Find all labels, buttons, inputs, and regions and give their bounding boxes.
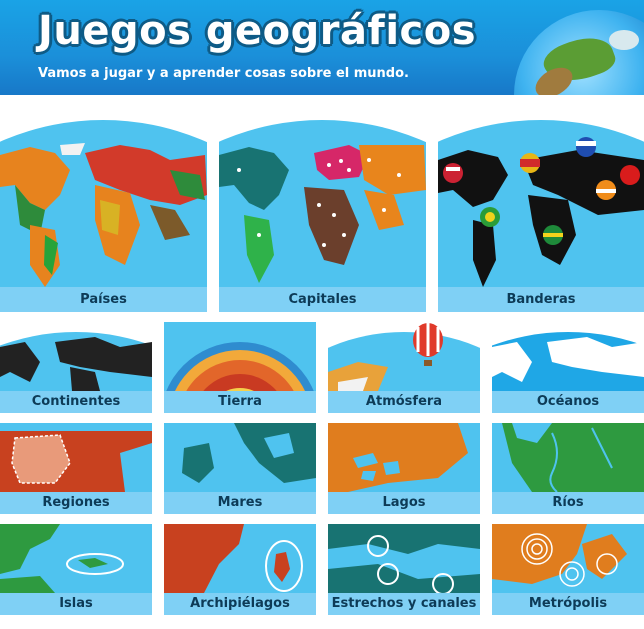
- tile-continentes[interactable]: Continentes: [0, 322, 152, 413]
- world-map-countries-image: [0, 115, 207, 287]
- tile-label: Ríos: [492, 492, 644, 514]
- rivers-map-image: [492, 423, 644, 492]
- tile-label: Océanos: [492, 391, 644, 413]
- tile-label: Lagos: [328, 492, 480, 514]
- tile-label: Capitales: [219, 287, 426, 312]
- atmosphere-balloon-image: [328, 322, 480, 391]
- world-map-flags-image: [438, 115, 644, 287]
- tile-label: Archipiélagos: [164, 593, 316, 615]
- tile-label: Estrechos y canales: [328, 593, 480, 615]
- tile-tierra[interactable]: Tierra: [164, 322, 316, 413]
- tile-metropolis[interactable]: Metrópolis: [492, 524, 644, 615]
- header-banner: Juegos geográficos Vamos a jugar y a apr…: [0, 0, 644, 95]
- tile-label: Tierra: [164, 391, 316, 413]
- tile-label: Países: [0, 287, 207, 312]
- tile-oceanos[interactable]: Océanos: [492, 322, 644, 413]
- tile-label: Banderas: [438, 287, 644, 312]
- islands-map-image: [0, 524, 152, 593]
- page-title: Juegos geográficos: [38, 8, 477, 54]
- tile-banderas[interactable]: Banderas: [438, 115, 644, 312]
- page-subtitle: Vamos a jugar y a aprender cosas sobre e…: [38, 66, 409, 81]
- tile-lagos[interactable]: Lagos: [328, 423, 480, 514]
- tile-label: Continentes: [0, 391, 152, 413]
- oceans-image: [492, 322, 644, 391]
- tile-atmosfera[interactable]: Atmósfera: [328, 322, 480, 413]
- continents-image: [0, 322, 152, 391]
- lakes-map-image: [328, 423, 480, 492]
- globe-land: [609, 30, 639, 50]
- tile-label: Metrópolis: [492, 593, 644, 615]
- tile-label: Islas: [0, 593, 152, 615]
- tile-label: Atmósfera: [328, 391, 480, 413]
- tile-regiones[interactable]: Regiones: [0, 423, 152, 514]
- tile-mares[interactable]: Mares: [164, 423, 316, 514]
- tile-rios[interactable]: Ríos: [492, 423, 644, 514]
- tile-label: Regiones: [0, 492, 152, 514]
- metropolis-map-image: [492, 524, 644, 593]
- world-map-capitals-image: [219, 115, 426, 287]
- regions-map-image: [0, 423, 152, 492]
- tile-paises[interactable]: Países: [0, 115, 207, 312]
- archipelagos-map-image: [164, 524, 316, 593]
- tile-archipielagos[interactable]: Archipiélagos: [164, 524, 316, 615]
- tile-islas[interactable]: Islas: [0, 524, 152, 615]
- earth-layers-image: [164, 322, 316, 391]
- seas-map-image: [164, 423, 316, 492]
- tile-label: Mares: [164, 492, 316, 514]
- straits-map-image: [328, 524, 480, 593]
- tile-estrechos[interactable]: Estrechos y canales: [328, 524, 480, 615]
- tile-capitales[interactable]: Capitales: [219, 115, 426, 312]
